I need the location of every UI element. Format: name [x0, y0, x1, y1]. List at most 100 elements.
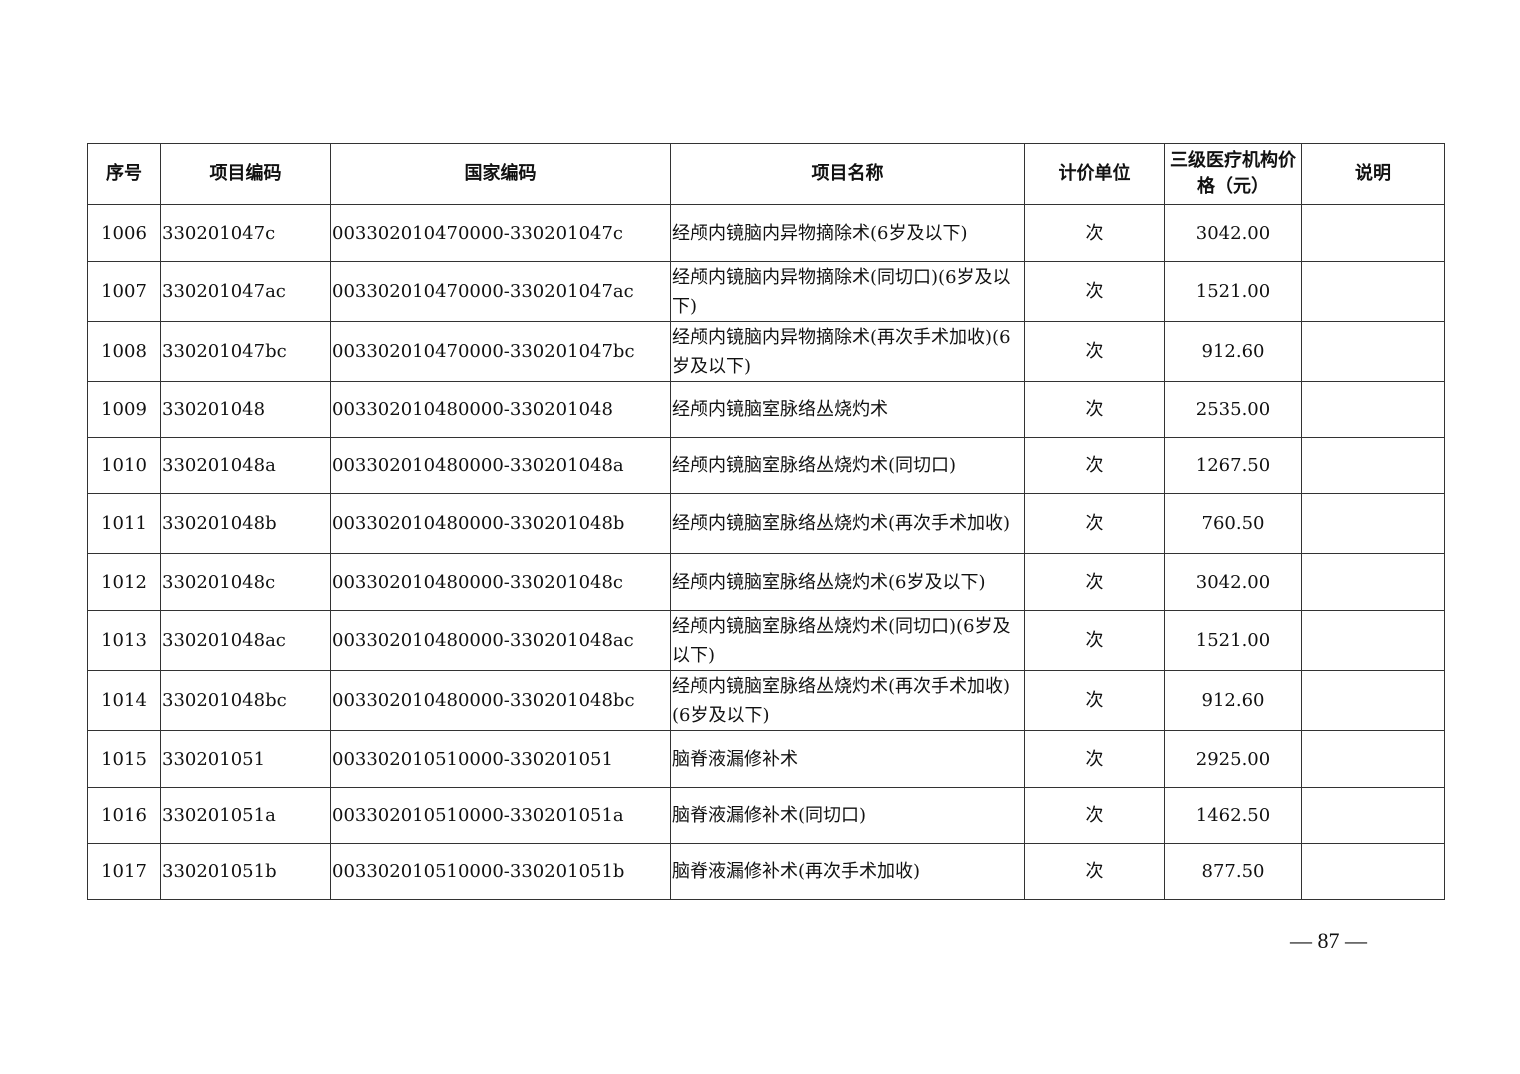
national-code-cell: 003302010510000-330201051 — [330, 730, 671, 788]
note-cell — [1301, 381, 1445, 438]
table-row: 1008 330201047bc 003302010470000-330201047… — [87, 321, 1445, 382]
row-number-cell: 1006 — [87, 204, 161, 262]
item-code-cell: 330201047ac — [160, 261, 331, 322]
header-unit: 计价单位 — [1024, 143, 1165, 205]
price-cell: 877.50 — [1164, 843, 1302, 900]
note-cell — [1301, 261, 1445, 322]
note-cell — [1301, 787, 1445, 844]
price-cell: 1521.00 — [1164, 261, 1302, 322]
item-name-cell: 经颅内镜脑内异物摘除术(6岁及以下) — [670, 204, 1025, 262]
item-name-cell: 经颅内镜脑室脉络丛烧灼术(再次手术加收)(6岁及以下) — [670, 670, 1025, 731]
unit-cell: 次 — [1024, 381, 1165, 438]
item-name-cell: 经颅内镜脑室脉络丛烧灼术 — [670, 381, 1025, 438]
unit-cell: 次 — [1024, 553, 1165, 611]
table-header-row: 序号 项目编码 国家编码 项目名称 计价单位 三级医疗机构价格（元） 说明 — [87, 143, 1445, 205]
item-name-cell: 脑脊液漏修补术(同切口) — [670, 787, 1025, 844]
table-row: 1011 330201048b 003302010480000-330201048b… — [87, 493, 1445, 554]
item-code-cell: 330201048a — [160, 437, 331, 494]
item-code-cell: 330201047c — [160, 204, 331, 262]
item-code-cell: 330201051 — [160, 730, 331, 788]
item-code-cell: 330201048c — [160, 553, 331, 611]
price-cell: 760.50 — [1164, 493, 1302, 554]
item-name-cell: 脑脊液漏修补术 — [670, 730, 1025, 788]
note-cell — [1301, 730, 1445, 788]
unit-cell: 次 — [1024, 610, 1165, 671]
price-cell: 1462.50 — [1164, 787, 1302, 844]
row-number-cell: 1017 — [87, 843, 161, 900]
page-number: — 87 — — [1290, 928, 1367, 953]
row-number-cell: 1013 — [87, 610, 161, 671]
table-row: 1007 330201047ac 003302010470000-330201047… — [87, 261, 1445, 322]
national-code-cell: 003302010470000-330201047ac — [330, 261, 671, 322]
unit-cell: 次 — [1024, 204, 1165, 262]
note-cell — [1301, 553, 1445, 611]
table-row: 1009 330201048 003302010480000-330201048 经颅… — [87, 381, 1445, 438]
header-name: 项目名称 — [670, 143, 1025, 205]
table-row: 1015 330201051 003302010510000-330201051 脑脊… — [87, 730, 1445, 788]
national-code-cell: 003302010480000-330201048a — [330, 437, 671, 494]
national-code-cell: 003302010480000-330201048ac — [330, 610, 671, 671]
item-code-cell: 330201051a — [160, 787, 331, 844]
price-cell: 912.60 — [1164, 670, 1302, 731]
item-name-cell: 经颅内镜脑室脉络丛烧灼术(同切口) — [670, 437, 1025, 494]
item-code-cell: 330201047bc — [160, 321, 331, 382]
row-number-cell: 1015 — [87, 730, 161, 788]
unit-cell: 次 — [1024, 493, 1165, 554]
price-cell: 912.60 — [1164, 321, 1302, 382]
price-cell: 2925.00 — [1164, 730, 1302, 788]
item-name-cell: 经颅内镜脑室脉络丛烧灼术(再次手术加收) — [670, 493, 1025, 554]
item-code-cell: 330201051b — [160, 843, 331, 900]
row-number-cell: 1008 — [87, 321, 161, 382]
table-row: 1014 330201048bc 003302010480000-330201048… — [87, 670, 1445, 731]
national-code-cell: 003302010470000-330201047c — [330, 204, 671, 262]
row-number-cell: 1014 — [87, 670, 161, 731]
note-cell — [1301, 437, 1445, 494]
table-row: 1017 330201051b 003302010510000-330201051b… — [87, 843, 1445, 900]
price-cell: 3042.00 — [1164, 553, 1302, 611]
note-cell — [1301, 610, 1445, 671]
item-name-cell: 脑脊液漏修补术(再次手术加收) — [670, 843, 1025, 900]
note-cell — [1301, 321, 1445, 382]
row-number-cell: 1012 — [87, 553, 161, 611]
table-row: 1006 330201047c 003302010470000-330201047c… — [87, 204, 1445, 262]
table-row: 1016 330201051a 003302010510000-330201051a… — [87, 787, 1445, 844]
price-cell: 3042.00 — [1164, 204, 1302, 262]
note-cell — [1301, 204, 1445, 262]
item-code-cell: 330201048 — [160, 381, 331, 438]
header-national-code: 国家编码 — [330, 143, 671, 205]
price-cell: 1267.50 — [1164, 437, 1302, 494]
unit-cell: 次 — [1024, 321, 1165, 382]
note-cell — [1301, 493, 1445, 554]
header-no: 序号 — [87, 143, 161, 205]
unit-cell: 次 — [1024, 261, 1165, 322]
item-code-cell: 330201048b — [160, 493, 331, 554]
table-row: 1013 330201048ac 003302010480000-330201048… — [87, 610, 1445, 671]
national-code-cell: 003302010480000-330201048b — [330, 493, 671, 554]
unit-cell: 次 — [1024, 670, 1165, 731]
national-code-cell: 003302010480000-330201048c — [330, 553, 671, 611]
table-row: 1012 330201048c 003302010480000-330201048c… — [87, 553, 1445, 611]
header-price: 三级医疗机构价格（元） — [1164, 143, 1302, 205]
table-row: 1010 330201048a 003302010480000-330201048a… — [87, 437, 1445, 494]
item-name-cell: 经颅内镜脑室脉络丛烧灼术(同切口)(6岁及以下) — [670, 610, 1025, 671]
item-name-cell: 经颅内镜脑内异物摘除术(同切口)(6岁及以下) — [670, 261, 1025, 322]
item-name-cell: 经颅内镜脑室脉络丛烧灼术(6岁及以下) — [670, 553, 1025, 611]
price-cell: 2535.00 — [1164, 381, 1302, 438]
price-table: 序号 项目编码 国家编码 项目名称 计价单位 三级医疗机构价格（元） 说明 10… — [87, 143, 1445, 900]
row-number-cell: 1009 — [87, 381, 161, 438]
national-code-cell: 003302010510000-330201051b — [330, 843, 671, 900]
national-code-cell: 003302010470000-330201047bc — [330, 321, 671, 382]
unit-cell: 次 — [1024, 787, 1165, 844]
row-number-cell: 1016 — [87, 787, 161, 844]
note-cell — [1301, 670, 1445, 731]
item-code-cell: 330201048ac — [160, 610, 331, 671]
row-number-cell: 1011 — [87, 493, 161, 554]
unit-cell: 次 — [1024, 843, 1165, 900]
item-code-cell: 330201048bc — [160, 670, 331, 731]
header-code: 项目编码 — [160, 143, 331, 205]
price-cell: 1521.00 — [1164, 610, 1302, 671]
national-code-cell: 003302010480000-330201048bc — [330, 670, 671, 731]
note-cell — [1301, 843, 1445, 900]
unit-cell: 次 — [1024, 730, 1165, 788]
item-name-cell: 经颅内镜脑内异物摘除术(再次手术加收)(6岁及以下) — [670, 321, 1025, 382]
